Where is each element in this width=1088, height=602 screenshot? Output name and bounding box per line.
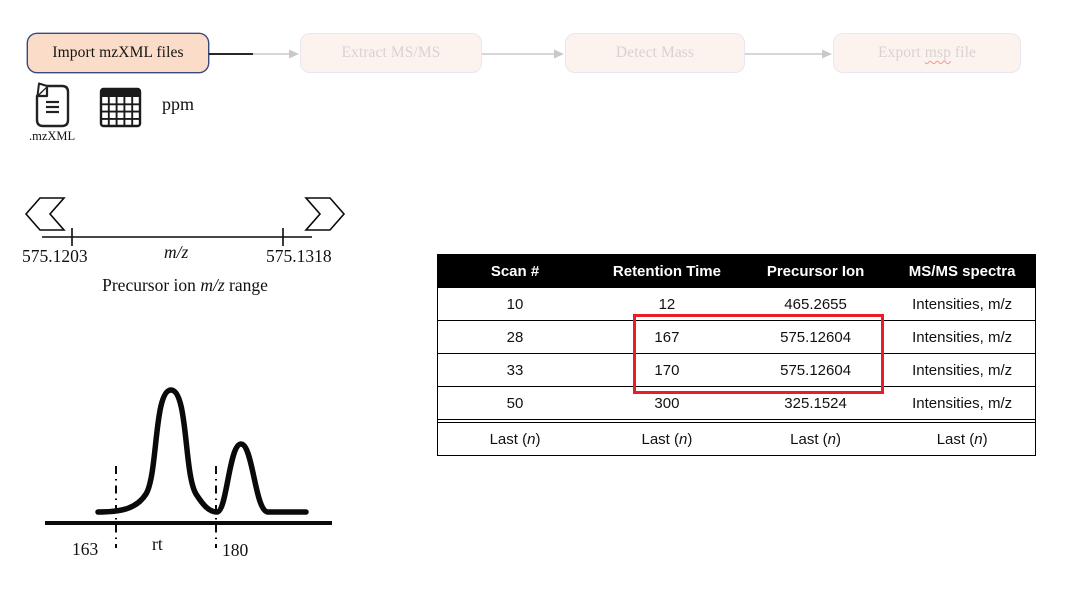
col-header-retention-time: Retention Time [612, 263, 721, 280]
caption-part: range [224, 275, 268, 295]
arrowhead-icon [554, 49, 564, 59]
table-row-divider [438, 420, 1035, 422]
text-part: ) [535, 430, 541, 448]
table-last-row: Last (n) Last (n) Last (n) Last (n) [438, 422, 1035, 455]
table-grid-icon [99, 87, 142, 128]
cell-scan: 10 [506, 295, 524, 313]
mz-max-value: 575.1318 [266, 246, 332, 266]
workflow-step-detect-mass: Detect Mass [565, 33, 745, 73]
workflow-step-extract-msms: Extract MS/MS [300, 33, 482, 73]
workflow-step-label: Export msp file [878, 44, 976, 62]
cell-scan: 50 [506, 394, 524, 412]
table-row: 33 170 575.12604 Intensities, m/z [438, 354, 1035, 387]
arrowhead-icon [822, 49, 832, 59]
text-part: ) [836, 430, 842, 448]
text-part-italic: n [679, 430, 688, 448]
label-part: Export [878, 44, 925, 61]
mz-range-caption: Precursor ion m/z range [20, 275, 350, 296]
mzxml-file-label: .mzXML [29, 129, 76, 143]
ppm-label: ppm [162, 94, 195, 114]
cell-msms-spectra: Intensities, m/z [912, 361, 1013, 379]
text-part: Last ( [936, 430, 975, 448]
text-part: Last ( [790, 430, 828, 448]
cell-retention-time: 167 [654, 328, 680, 346]
cell-last-n: Last (n) [742, 432, 889, 447]
cell-precursor-ion: 465.2655 [784, 295, 847, 313]
cell-retention-time: 12 [658, 295, 676, 313]
table-row: 28 167 575.12604 Intensities, m/z [438, 321, 1035, 354]
cell-precursor-ion: 575.12604 [780, 328, 852, 346]
cell-retention-time: 170 [654, 361, 680, 379]
chromatogram-curve [95, 387, 309, 515]
workflow-step-label: Import mzXML files [52, 44, 184, 61]
workflow-step-label: Extract MS/MS [341, 44, 441, 61]
text-part-italic: n [974, 430, 983, 448]
arrowhead-icon [289, 49, 299, 59]
caption-part: Precursor ion [102, 275, 201, 295]
cell-precursor-ion: 325.1524 [784, 394, 847, 412]
cell-msms-spectra: Intensities, m/z [912, 394, 1013, 412]
workflow-connector-1 [209, 49, 299, 59]
cell-last-n: Last (n) [438, 432, 592, 447]
text-part: Last ( [641, 430, 680, 448]
workflow-connector-3 [745, 49, 832, 59]
col-header-precursor-ion: Precursor Ion [766, 263, 865, 280]
chevron-left-icon [24, 197, 66, 231]
col-header-msms-spectra: MS/MS spectra [908, 263, 1016, 280]
mz-axis-label: m/z [164, 242, 189, 262]
table-row: 10 12 465.2655 Intensities, m/z [438, 288, 1035, 321]
mz-range-diagram [24, 197, 346, 246]
scan-table: Scan # Retention Time Precursor Ion MS/M… [437, 254, 1036, 456]
chromatogram-sketch [45, 387, 332, 548]
misspelled-word: msp [924, 44, 951, 61]
caption-part-italic: m/z [200, 275, 225, 295]
rt-end-value: 180 [222, 540, 249, 560]
table-row: 50 300 325.1524 Intensities, m/z [438, 387, 1035, 420]
workflow-connector-2 [482, 49, 564, 59]
text-part-italic: n [827, 430, 837, 448]
col-header-scan: Scan # [490, 263, 540, 280]
text-part: Last ( [489, 430, 528, 448]
workflow-step-import-mzxml: Import mzXML files [27, 33, 209, 73]
text-part: ) [687, 430, 693, 448]
cell-retention-time: 300 [654, 394, 680, 412]
cell-msms-spectra: Intensities, m/z [912, 328, 1013, 346]
workflow-step-label: Detect Mass [615, 44, 695, 61]
workflow-step-export-msp: Export msp file [833, 33, 1021, 73]
cell-precursor-ion: 575.12604 [780, 361, 852, 379]
mz-min-value: 575.1203 [22, 246, 88, 266]
text-part: ) [982, 430, 988, 448]
text-part-italic: n [527, 430, 536, 448]
cell-last-n: Last (n) [592, 432, 742, 447]
cell-msms-spectra: Intensities, m/z [912, 295, 1013, 313]
scan-table-header-row: Scan # Retention Time Precursor Ion MS/M… [438, 255, 1035, 288]
cell-scan: 28 [506, 328, 524, 346]
chevron-right-icon [304, 197, 346, 231]
rt-start-value: 163 [72, 539, 99, 559]
cell-scan: 33 [506, 361, 524, 379]
rt-axis-label: rt [152, 534, 163, 554]
mzxml-file-icon [35, 82, 70, 128]
label-part: file [950, 44, 976, 61]
cell-last-n: Last (n) [889, 432, 1035, 447]
